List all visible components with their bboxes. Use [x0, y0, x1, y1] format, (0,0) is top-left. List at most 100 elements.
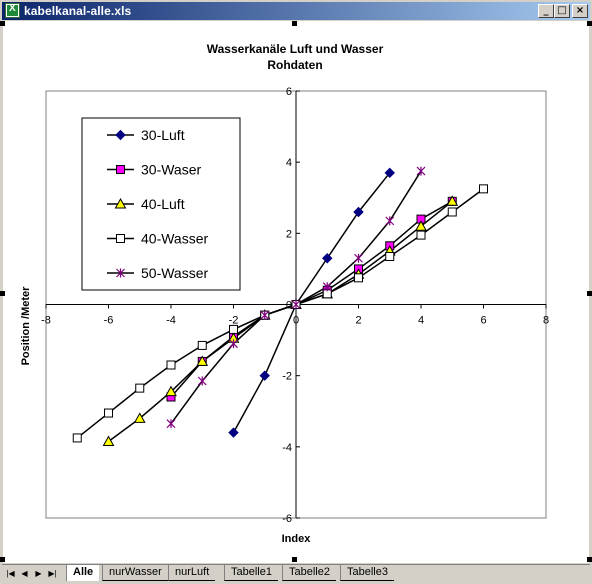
selection-handle[interactable]: [292, 557, 297, 562]
y-tick-label: 4: [286, 157, 292, 169]
data-point[interactable]: [354, 273, 363, 283]
data-point[interactable]: [447, 207, 457, 217]
legend-label: 30-Luft: [141, 127, 185, 143]
window-title: kabelkanal-alle.xls: [24, 4, 132, 18]
sheet-tab-bar: |◀ ◀ ▶ ▶| Alle nurWasser nurLuft Tabelle1 Ta…: [2, 564, 590, 583]
data-point[interactable]: [196, 355, 209, 366]
selection-handle[interactable]: [587, 21, 592, 26]
data-point[interactable]: [415, 220, 427, 231]
x-tick-label: -2: [229, 315, 239, 327]
legend-label: 40-Luft: [141, 196, 185, 212]
data-point[interactable]: [385, 251, 395, 261]
x-tick-label: -6: [104, 315, 114, 327]
legend-label: 50-Wasser: [141, 265, 209, 281]
data-point[interactable]: [104, 408, 113, 418]
selection-handle[interactable]: [0, 291, 5, 296]
excel-icon[interactable]: [5, 3, 20, 18]
legend-marker[interactable]: [115, 129, 126, 141]
sheet-tab-tabelle1[interactable]: Tabelle1: [224, 565, 278, 581]
x-tick-label: 2: [355, 315, 361, 327]
legend-label: 40-Wasser: [141, 231, 209, 247]
chart-title[interactable]: Wasserkanäle Luft und Wasser: [207, 42, 384, 56]
sheet-tab-alle[interactable]: Alle: [66, 565, 100, 581]
y-tick-label: 6: [286, 86, 292, 98]
first-sheet-button[interactable]: |◀: [6, 569, 15, 578]
legend-marker[interactable]: [116, 234, 125, 243]
legend-item-50-wasser[interactable]: 50-Wasser: [107, 265, 209, 281]
data-point[interactable]: [385, 216, 395, 226]
x-tick-label: -4: [166, 315, 176, 327]
chart-area[interactable]: Wasserkanäle Luft und Wasser Rohdaten -8…: [3, 21, 589, 563]
title-bar[interactable]: kabelkanal-alle.xls _ □ ×: [2, 2, 590, 20]
prev-sheet-button[interactable]: ◀: [21, 569, 28, 578]
sheet-tab-tabelle2[interactable]: Tabelle2: [282, 565, 336, 581]
x-axis-label[interactable]: Index: [282, 533, 312, 545]
data-point[interactable]: [135, 383, 145, 393]
sheet-tab-nurwasser[interactable]: nurWasser: [102, 565, 168, 581]
maximize-button[interactable]: □: [554, 4, 570, 18]
selection-handle[interactable]: [587, 291, 592, 296]
chart-svg[interactable]: Wasserkanäle Luft und Wasser Rohdaten -8…: [3, 21, 589, 563]
legend-item-40-luft[interactable]: 40-Luft: [107, 196, 185, 212]
y-tick-label: -2: [282, 371, 292, 383]
minimize-button[interactable]: _: [538, 4, 554, 18]
data-point[interactable]: [446, 195, 459, 206]
next-sheet-button[interactable]: ▶: [35, 569, 42, 578]
x-tick-label: 4: [418, 315, 424, 327]
series-markers-50-wasser[interactable]: [166, 166, 426, 429]
data-point[interactable]: [197, 340, 207, 350]
series-line[interactable]: [232, 172, 391, 433]
chart-subtitle[interactable]: Rohdaten: [267, 58, 322, 72]
sheet-tab-nurluft[interactable]: nurLuft: [168, 565, 216, 581]
data-point[interactable]: [354, 253, 363, 263]
legend-marker[interactable]: [116, 268, 125, 278]
legend-marker[interactable]: [116, 165, 125, 174]
data-point[interactable]: [197, 376, 207, 386]
data-point[interactable]: [416, 230, 426, 240]
data-point[interactable]: [228, 427, 239, 438]
data-point[interactable]: [322, 253, 333, 264]
data-point[interactable]: [166, 360, 176, 370]
data-point[interactable]: [260, 310, 270, 320]
series-30-luft[interactable]: [232, 172, 391, 433]
y-tick-label: -6: [282, 513, 292, 525]
data-point[interactable]: [291, 300, 301, 309]
x-tick-label: 8: [543, 315, 549, 327]
selection-handle[interactable]: [0, 21, 5, 26]
data-point[interactable]: [133, 412, 146, 423]
sheet-tab-tabelle3[interactable]: Tabelle3: [340, 565, 394, 581]
legend[interactable]: 30-Luft 30-Waser 40-Luft 40-Wasser 50-Wasser: [81, 117, 241, 291]
series-layer: [72, 166, 488, 446]
data-point[interactable]: [259, 370, 270, 381]
y-tick-label: -4: [282, 442, 292, 454]
data-point[interactable]: [479, 184, 488, 194]
data-point[interactable]: [72, 433, 82, 443]
legend-item-30-luft[interactable]: 30-Luft: [107, 127, 185, 143]
data-point[interactable]: [166, 419, 176, 429]
data-point[interactable]: [229, 324, 238, 334]
legend-item-40-wasser[interactable]: 40-Wasser: [107, 231, 209, 247]
y-tick-label: 2: [286, 228, 292, 240]
x-tick-label: -8: [41, 315, 51, 327]
series-markers-40-wasser[interactable]: [72, 184, 488, 443]
x-tick-label: 0: [293, 315, 299, 327]
close-button[interactable]: ×: [572, 4, 588, 18]
selection-handle[interactable]: [587, 557, 592, 562]
data-point[interactable]: [353, 206, 364, 218]
x-tick-label: 6: [480, 315, 486, 327]
last-sheet-button[interactable]: ▶|: [48, 569, 57, 578]
data-point[interactable]: [322, 282, 332, 292]
selection-handle[interactable]: [292, 21, 297, 26]
data-point[interactable]: [102, 435, 115, 446]
data-point[interactable]: [165, 385, 177, 397]
data-point[interactable]: [384, 167, 395, 179]
legend-marker[interactable]: [114, 197, 127, 209]
y-tick-label: 0: [286, 300, 292, 312]
data-point[interactable]: [416, 166, 426, 176]
legend-label: 30-Waser: [141, 162, 202, 178]
legend-item-30-waser[interactable]: 30-Waser: [107, 162, 202, 178]
y-axis-label[interactable]: Position /Meter: [20, 286, 32, 366]
selection-handle[interactable]: [0, 557, 5, 562]
data-point[interactable]: [229, 339, 238, 349]
